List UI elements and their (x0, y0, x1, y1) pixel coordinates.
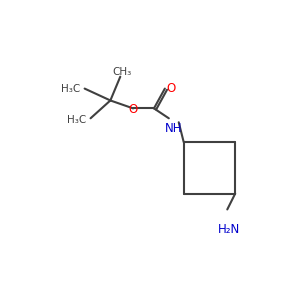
Text: NH: NH (165, 122, 182, 135)
Text: H₃C: H₃C (67, 115, 87, 125)
Text: O: O (128, 103, 138, 116)
Text: H₂N: H₂N (218, 223, 240, 236)
Text: CH₃: CH₃ (112, 67, 132, 77)
Text: O: O (166, 82, 176, 95)
Text: H₃C: H₃C (61, 84, 81, 94)
